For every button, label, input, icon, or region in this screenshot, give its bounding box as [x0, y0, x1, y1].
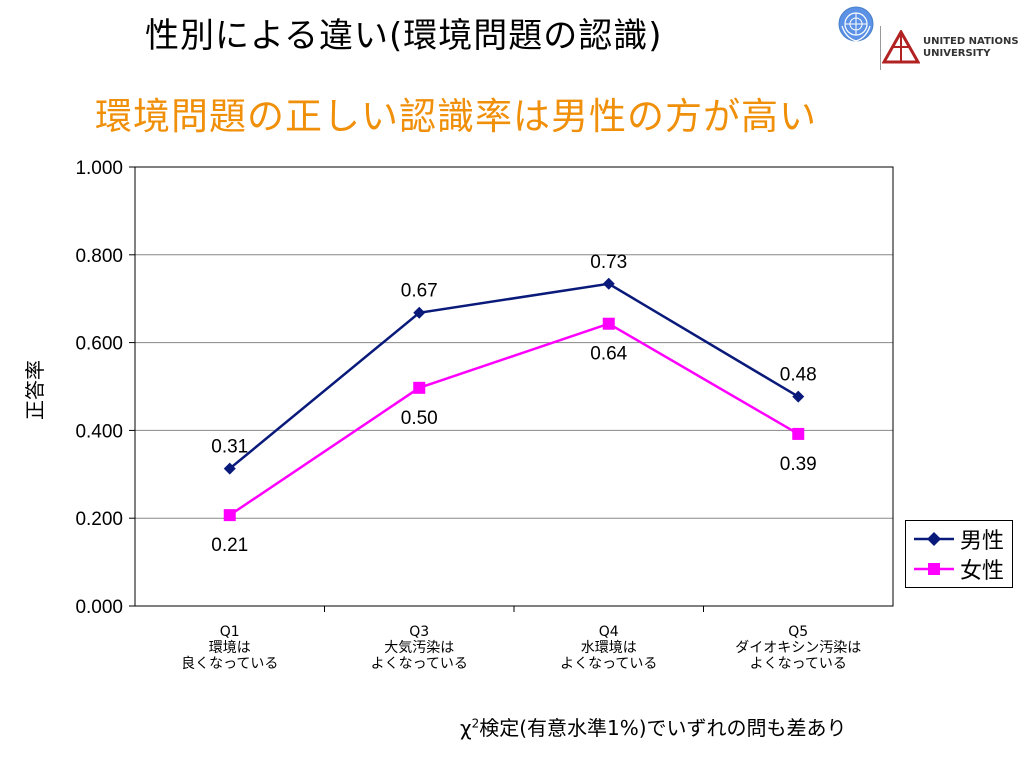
y-tick-label: 0.000: [75, 597, 123, 618]
x-category-label: 水環境は: [581, 640, 637, 656]
x-category-label: Q5: [788, 624, 808, 640]
data-point-male: [602, 277, 615, 290]
unu-name-line2: UNIVERSITY: [923, 48, 991, 59]
un-emblem-icon: [838, 6, 874, 42]
unu-name-line1: UNITED NATIONS: [923, 36, 1019, 47]
footnote-text: 検定(有意水準1%)でいずれの問も差あり: [479, 716, 847, 740]
x-category-label: Q3: [409, 624, 429, 640]
x-category-label: よくなっている: [560, 656, 657, 672]
footnote-chi: χ: [460, 716, 472, 740]
page-subtitle: 環境問題の正しい認識率は男性の方が高い: [95, 95, 817, 138]
x-category-label: よくなっている: [750, 656, 847, 672]
y-tick-label: 0.800: [75, 246, 123, 267]
data-label-male: 0.67: [401, 281, 438, 302]
data-label-male: 0.31: [211, 437, 248, 458]
unu-logo-icon: [882, 30, 920, 64]
y-axis-label: 正答率: [23, 360, 47, 420]
x-category-label: 環境は: [209, 640, 251, 656]
legend-label-male: 男性: [960, 529, 1005, 554]
y-tick-label: 0.600: [75, 334, 123, 355]
data-label-female: 0.64: [590, 344, 627, 365]
chart-legend: 男性 女性: [905, 520, 1013, 588]
legend-item-female: 女性: [912, 555, 1005, 584]
data-labels: 0.31 0.67 0.73 0.48 0.21 0.50 0.64 0.39: [211, 252, 816, 556]
data-point-female: [792, 427, 805, 440]
series-line-female: [229, 322, 799, 517]
data-label-female: 0.50: [401, 408, 438, 429]
data-point-male: [792, 390, 805, 403]
data-label-male: 0.73: [590, 252, 627, 273]
x-category-label: Q4: [599, 624, 619, 640]
x-category-label: よくなっている: [371, 656, 468, 672]
x-category-label: 大気汚染は: [384, 640, 454, 656]
data-point-female: [223, 509, 236, 522]
data-point-female: [413, 381, 426, 394]
x-category-label: Q1: [220, 624, 240, 640]
y-tick-label: 0.200: [75, 509, 123, 530]
series-line-male: [228, 282, 799, 470]
logo-area: UNITED NATIONS UNIVERSITY: [836, 4, 1024, 70]
footnote: χ2検定(有意水準1%)でいずれの問も差あり: [460, 712, 847, 741]
x-category-label: ダイオキシン汚染は: [735, 640, 861, 656]
y-tick-label: 1.000: [75, 158, 123, 179]
series-lines: [223, 277, 805, 522]
data-point-female: [602, 317, 615, 330]
data-point-male: [223, 462, 236, 475]
x-category-label: 良くなっている: [181, 656, 278, 672]
line-chart: 0.000 0.200 0.400 0.600 0.800 1.000 Q1環境は良くなって…: [23, 158, 894, 672]
unu-name: UNITED NATIONS UNIVERSITY: [923, 36, 1019, 60]
footnote-sup: 2: [471, 716, 480, 731]
data-label-female: 0.39: [780, 454, 817, 475]
y-tick-label: 0.400: [75, 421, 123, 442]
grid-lines: [135, 254, 893, 519]
page-title: 性別による違い(環境問題の認識): [145, 16, 663, 56]
legend-swatch-female: [914, 563, 954, 575]
legend-swatch-male: [914, 532, 954, 546]
legend-label-female: 女性: [960, 559, 1005, 584]
legend-item-male: 男性: [912, 525, 1005, 554]
axes: 0.000 0.200 0.400 0.600 0.800 1.000 Q1環境は良くなって…: [75, 158, 894, 672]
logo-divider: [880, 26, 881, 70]
data-label-male: 0.48: [780, 365, 817, 386]
data-label-female: 0.21: [211, 535, 248, 556]
data-point-male: [413, 306, 426, 319]
